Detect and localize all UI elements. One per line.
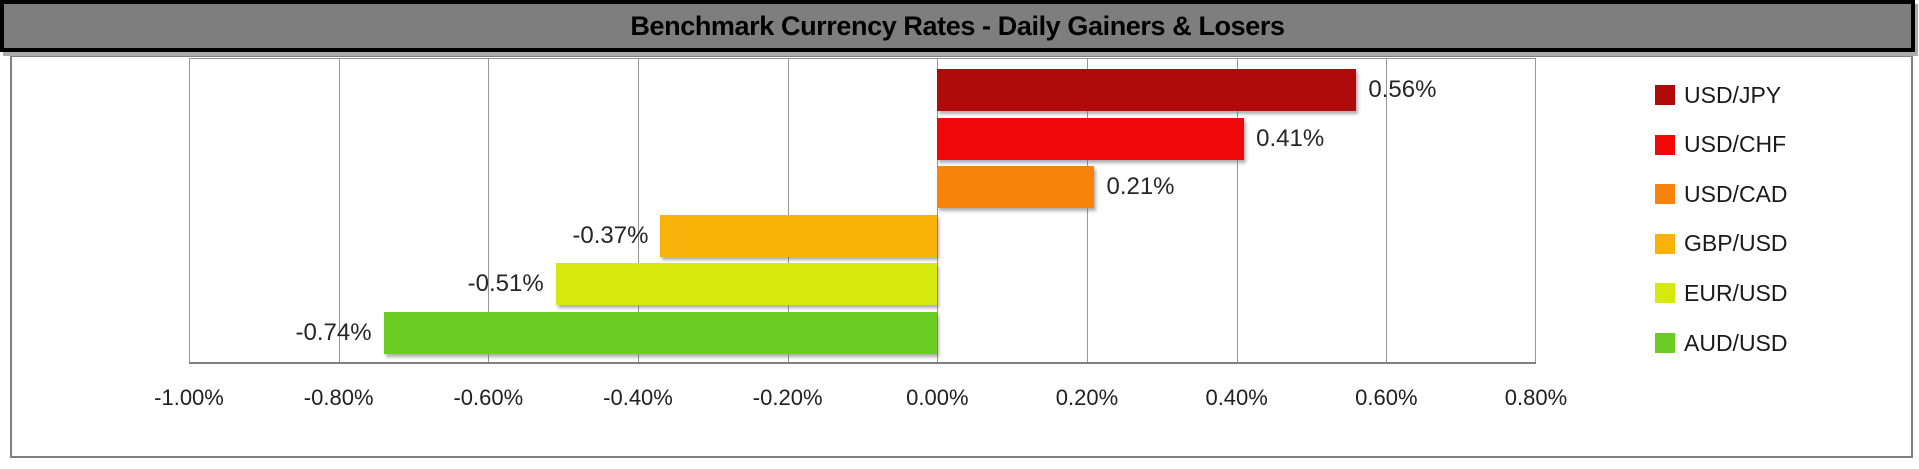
legend-key-icon xyxy=(1655,85,1675,105)
bar-usd-jpy xyxy=(937,69,1357,111)
bar-gbp-usd xyxy=(660,214,938,257)
x-axis: -1.00% -0.80% -0.60% -0.40% -0.20% 0.00% 0.20%… xyxy=(154,385,1567,415)
bar-usd-cad xyxy=(937,166,1095,208)
x-tick-label: -0.60% xyxy=(453,385,524,410)
legend-key-icon xyxy=(1655,134,1675,155)
legend-label: USD/JPY xyxy=(1684,81,1782,108)
chart-title: Benchmark Currency Rates - Daily Gainers… xyxy=(630,10,1285,41)
bar-aud-usd xyxy=(383,311,938,354)
gridline xyxy=(189,59,190,362)
chart-area: 0.56% 0.41% 0.21% -0.37% -0.51% -0.74% -1.00%… xyxy=(10,55,1913,458)
x-tick-label: -0.40% xyxy=(603,385,673,410)
bar-value-label: -0.37% xyxy=(572,221,649,249)
legend-key-icon xyxy=(1655,184,1675,205)
x-tick-label: -1.00% xyxy=(154,385,224,410)
bar-value-label: 0.41% xyxy=(1256,124,1325,152)
legend-label: EUR/USD xyxy=(1684,279,1788,306)
bar-value-label: 0.56% xyxy=(1368,76,1437,103)
bar-value-label: -0.51% xyxy=(467,270,544,297)
gridline xyxy=(1386,59,1388,362)
legend-label: AUD/USD xyxy=(1684,329,1788,356)
x-tick-label: 0.60% xyxy=(1355,385,1418,410)
x-tick-label: -0.80% xyxy=(303,385,374,410)
legend-key-icon xyxy=(1655,233,1675,254)
legend-key-icon xyxy=(1655,283,1675,304)
gridline xyxy=(488,59,490,362)
x-tick-label: 0.80% xyxy=(1504,385,1568,410)
chart-title-banner: Benchmark Currency Rates - Daily Gainers… xyxy=(0,0,1915,52)
gridline xyxy=(638,59,639,362)
bar-value-label: 0.21% xyxy=(1106,173,1175,200)
legend-label: USD/CHF xyxy=(1684,131,1787,158)
legend-key-icon xyxy=(1655,333,1675,353)
bar-usd-chf xyxy=(937,117,1245,160)
x-tick-label: 0.40% xyxy=(1205,385,1268,410)
legend-item-eur-usd: EUR/USD xyxy=(1655,278,1788,308)
legend-item-aud-usd: AUD/USD xyxy=(1655,328,1788,358)
gridline xyxy=(787,59,789,362)
x-tick-label: 0.00% xyxy=(906,385,969,410)
gridline xyxy=(1087,59,1088,362)
bar-eur-usd xyxy=(555,263,938,305)
x-tick-label: 0.20% xyxy=(1055,385,1119,410)
gridline xyxy=(338,59,340,362)
legend-item-usd-jpy: USD/JPY xyxy=(1655,80,1781,110)
plot-area: 0.56% 0.41% 0.21% -0.37% -0.51% -0.74% xyxy=(189,58,1536,364)
legend-item-gbp-usd: GBP/USD xyxy=(1655,229,1788,259)
gridline xyxy=(1236,59,1238,362)
legend-label: GBP/USD xyxy=(1684,230,1788,257)
legend-label: USD/CAD xyxy=(1684,180,1788,207)
gridline xyxy=(1535,59,1536,362)
legend: USD/JPY USD/CHF USD/CAD GBP/USD EUR/USD AUD/U… xyxy=(1655,57,1905,456)
gridline xyxy=(937,59,939,362)
legend-item-usd-chf: USD/CHF xyxy=(1655,130,1786,160)
bar-value-label: -0.74% xyxy=(295,318,372,346)
x-tick-label: -0.20% xyxy=(752,385,823,410)
legend-item-usd-cad: USD/CAD xyxy=(1655,179,1788,209)
